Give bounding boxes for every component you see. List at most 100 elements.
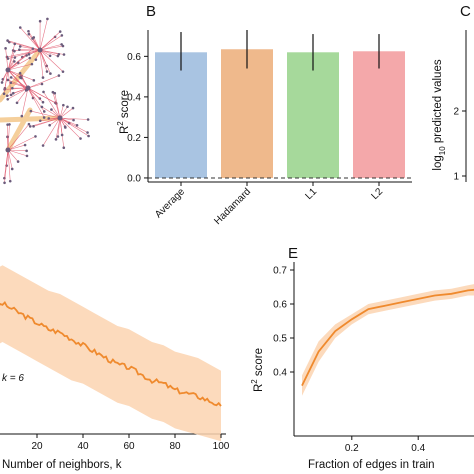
e-x-tick-label: 0.4 bbox=[411, 443, 425, 454]
network-node bbox=[49, 72, 52, 75]
network-edge bbox=[7, 149, 19, 162]
d-x-tick-label: 100 bbox=[213, 441, 230, 452]
network-edge bbox=[7, 149, 28, 157]
network-node bbox=[42, 110, 46, 113]
network-edge bbox=[30, 110, 61, 119]
network-node bbox=[8, 179, 12, 183]
e-confidence-band bbox=[302, 284, 474, 396]
network-edge bbox=[7, 144, 26, 151]
network-node bbox=[3, 181, 6, 185]
d-series-line bbox=[0, 301, 222, 407]
b-y-tick-label: 0.2 bbox=[127, 133, 141, 144]
network-edge bbox=[10, 82, 29, 89]
network-node bbox=[60, 133, 64, 137]
network-edge bbox=[7, 149, 11, 182]
network-edge bbox=[27, 75, 59, 89]
network-edge bbox=[39, 18, 48, 51]
network-node bbox=[54, 138, 58, 141]
network-edge bbox=[7, 123, 30, 151]
network-node bbox=[6, 97, 10, 101]
network-node bbox=[32, 125, 35, 128]
network-node bbox=[10, 167, 14, 171]
network-edge bbox=[7, 149, 27, 152]
network-node bbox=[19, 76, 23, 80]
network-node bbox=[61, 70, 65, 73]
network-edge bbox=[39, 44, 62, 51]
network-edge bbox=[7, 69, 22, 79]
network-node bbox=[57, 52, 61, 56]
network-edge bbox=[39, 49, 48, 72]
e-x-tick-label: 0.2 bbox=[345, 443, 359, 454]
network-node bbox=[34, 58, 38, 61]
b-y-tick-label: 0.4 bbox=[127, 92, 141, 103]
network-node bbox=[18, 48, 21, 52]
network-edge bbox=[3, 69, 9, 94]
scatter-chart-c: log10 predicted values 1 2 bbox=[432, 30, 467, 183]
network-edge bbox=[27, 87, 45, 118]
network-node bbox=[31, 47, 35, 50]
network-node bbox=[42, 116, 46, 119]
e-series-line bbox=[301, 288, 474, 386]
network-node bbox=[63, 125, 67, 128]
network-node bbox=[13, 56, 17, 59]
e-y-tick-label: 0.7 bbox=[273, 266, 287, 277]
d-x-tick-label: 40 bbox=[77, 441, 89, 452]
network-node bbox=[9, 93, 13, 97]
d-x-tick-label: 80 bbox=[169, 441, 181, 452]
e-x-axis-label: Fraction of edges in train bbox=[308, 459, 435, 471]
network-edge bbox=[39, 49, 51, 74]
network-node bbox=[28, 125, 32, 128]
network-node bbox=[41, 100, 45, 104]
network-edge bbox=[7, 69, 27, 91]
network-node bbox=[15, 101, 19, 105]
b-x-tick-label: L2 bbox=[369, 186, 385, 202]
network-edge bbox=[39, 49, 44, 78]
network-edge bbox=[39, 31, 61, 51]
network-node bbox=[18, 45, 22, 48]
b-y-axis-label: R2 score bbox=[116, 90, 131, 134]
bar-chart: R2 score 0.0 0.2 0.4 0.6 Average Hadamard L1 L2 bbox=[116, 30, 412, 227]
network-edge bbox=[41, 106, 61, 119]
network-node bbox=[0, 81, 4, 84]
line-chart-neighbors: Number of neighbors, k 20 40 60 80 100 k = 6 bbox=[0, 265, 230, 471]
network-node bbox=[57, 74, 61, 77]
network-node bbox=[6, 78, 10, 82]
network-edge bbox=[7, 124, 10, 151]
network-node bbox=[6, 135, 9, 139]
network-node bbox=[38, 97, 42, 100]
network-edge bbox=[7, 149, 13, 170]
b-x-tick-label: L1 bbox=[303, 186, 319, 202]
network-edge bbox=[39, 49, 58, 57]
network-node bbox=[13, 60, 16, 63]
network-edge bbox=[7, 40, 41, 51]
network-edge bbox=[59, 117, 89, 120]
b-y-tick-label: 0.0 bbox=[127, 173, 141, 184]
network-node bbox=[53, 91, 57, 95]
network-node bbox=[47, 117, 51, 120]
network-node bbox=[41, 144, 45, 147]
bar-l1 bbox=[287, 52, 339, 178]
network-node bbox=[6, 39, 9, 42]
network-edge bbox=[7, 57, 30, 71]
network-node bbox=[66, 105, 69, 109]
network-node bbox=[27, 30, 30, 33]
network-node bbox=[16, 160, 20, 163]
d-x-axis-label: Number of neighbors, k bbox=[2, 459, 122, 471]
network-node bbox=[40, 105, 44, 109]
network-node bbox=[13, 42, 17, 46]
network-node bbox=[27, 122, 31, 126]
b-y-tick-label: 0.6 bbox=[127, 52, 141, 63]
network-node bbox=[46, 17, 49, 21]
d-confidence-band bbox=[0, 265, 221, 442]
network-edge bbox=[20, 46, 41, 51]
network-edge bbox=[6, 49, 41, 58]
panel-label-b: B bbox=[146, 3, 156, 20]
network-hub-node bbox=[57, 115, 63, 121]
network-edge bbox=[7, 69, 12, 95]
network-node bbox=[48, 123, 51, 127]
network-edge bbox=[4, 149, 9, 183]
network-node bbox=[30, 62, 34, 66]
d-annotation: k = 6 bbox=[2, 373, 24, 384]
e-y-axis-label: R2 score bbox=[250, 348, 265, 392]
